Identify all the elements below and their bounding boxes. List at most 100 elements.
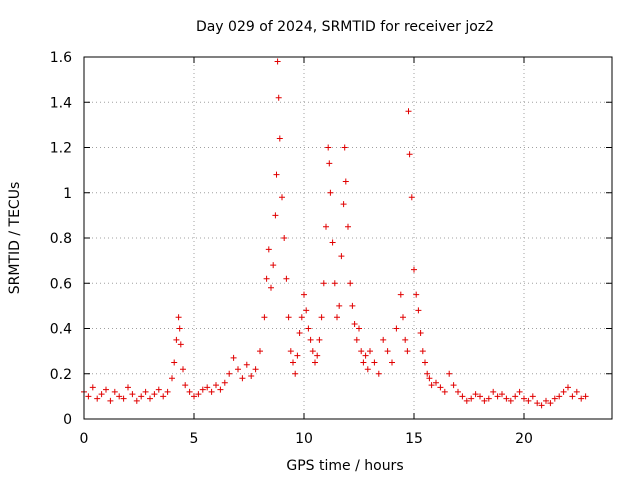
data-point <box>397 291 404 298</box>
data-point <box>411 266 417 273</box>
data-point <box>503 395 510 402</box>
data-point <box>529 393 536 400</box>
data-point <box>320 280 327 287</box>
data-point <box>543 397 549 404</box>
data-point <box>180 366 186 373</box>
data-point <box>276 135 283 142</box>
data-point <box>422 359 428 366</box>
data-point <box>468 395 475 402</box>
data-point <box>472 391 479 398</box>
data-point <box>329 239 336 246</box>
data-point <box>318 314 325 321</box>
x-tick-label: 15 <box>405 431 423 447</box>
data-point <box>413 291 420 298</box>
data-point <box>263 275 270 282</box>
data-point <box>360 359 367 366</box>
data-point <box>307 336 314 343</box>
data-point <box>301 291 307 298</box>
data-point <box>351 320 358 327</box>
data-point <box>538 402 545 409</box>
data-point <box>125 384 131 391</box>
data-point <box>142 388 149 395</box>
data-point <box>303 307 310 314</box>
data-point <box>169 375 175 382</box>
data-point <box>341 144 348 151</box>
data-point <box>331 280 338 287</box>
y-tick-label: 1 <box>63 186 72 202</box>
data-point <box>217 386 224 393</box>
data-point <box>257 348 263 355</box>
data-point <box>389 359 395 366</box>
data-point <box>186 388 193 395</box>
data-point <box>326 160 333 167</box>
y-axis-label: SRMTID / TECUs <box>7 182 23 295</box>
data-point <box>393 325 400 332</box>
data-point <box>356 325 362 332</box>
data-point <box>265 246 272 253</box>
chart-title: Day 029 of 2024, SRMTID for receiver joz… <box>196 19 494 35</box>
data-point <box>268 284 274 291</box>
x-tick-label: 5 <box>190 431 199 447</box>
data-point <box>408 194 415 201</box>
data-point <box>89 384 96 391</box>
data-point <box>213 382 219 389</box>
x-tick-label: 0 <box>80 431 89 447</box>
data-point <box>290 359 296 366</box>
data-point <box>459 393 466 400</box>
data-point <box>85 393 92 400</box>
data-point <box>446 370 453 377</box>
data-point <box>340 201 347 208</box>
data-point <box>402 336 409 343</box>
data-point <box>296 330 303 337</box>
data-point <box>582 393 589 400</box>
data-point <box>551 395 558 402</box>
data-point <box>371 359 378 366</box>
data-point <box>338 253 345 260</box>
data-point <box>316 336 323 343</box>
data-point <box>463 397 470 404</box>
data-point <box>274 58 281 65</box>
data-point <box>534 400 541 407</box>
data-point <box>367 348 373 355</box>
x-axis-label: GPS time / hours <box>286 458 403 474</box>
data-point <box>275 94 282 101</box>
data-point <box>349 302 356 309</box>
data-point <box>279 194 285 201</box>
data-point <box>441 388 448 395</box>
data-point <box>285 314 292 321</box>
data-point <box>323 223 329 230</box>
data-point <box>226 370 233 377</box>
data-point <box>147 395 153 402</box>
data-point <box>437 384 444 391</box>
data-point <box>164 388 171 395</box>
data-point <box>177 341 184 348</box>
data-point <box>120 395 127 402</box>
data-point <box>133 397 140 404</box>
data-point <box>325 144 332 151</box>
data-point <box>405 108 412 115</box>
data-point <box>173 336 180 343</box>
data-point <box>312 359 318 366</box>
y-tick-label: 1.6 <box>50 50 72 66</box>
data-point <box>230 354 237 361</box>
y-tick-label: 0 <box>63 412 72 428</box>
data-point <box>103 386 109 393</box>
data-point <box>419 348 426 355</box>
data-point <box>424 370 431 377</box>
data-point <box>94 395 101 402</box>
data-point <box>155 386 162 393</box>
y-tick-label: 1.2 <box>50 141 72 157</box>
data-point <box>521 395 527 402</box>
data-point <box>107 397 114 404</box>
data-point <box>116 393 123 400</box>
data-point <box>221 379 228 386</box>
data-point <box>270 262 277 269</box>
data-point <box>345 223 351 230</box>
data-point <box>243 361 250 368</box>
data-point <box>171 359 178 366</box>
data-point <box>362 352 369 359</box>
data-point <box>182 382 189 389</box>
data-point <box>565 384 571 391</box>
data-point <box>400 314 406 321</box>
